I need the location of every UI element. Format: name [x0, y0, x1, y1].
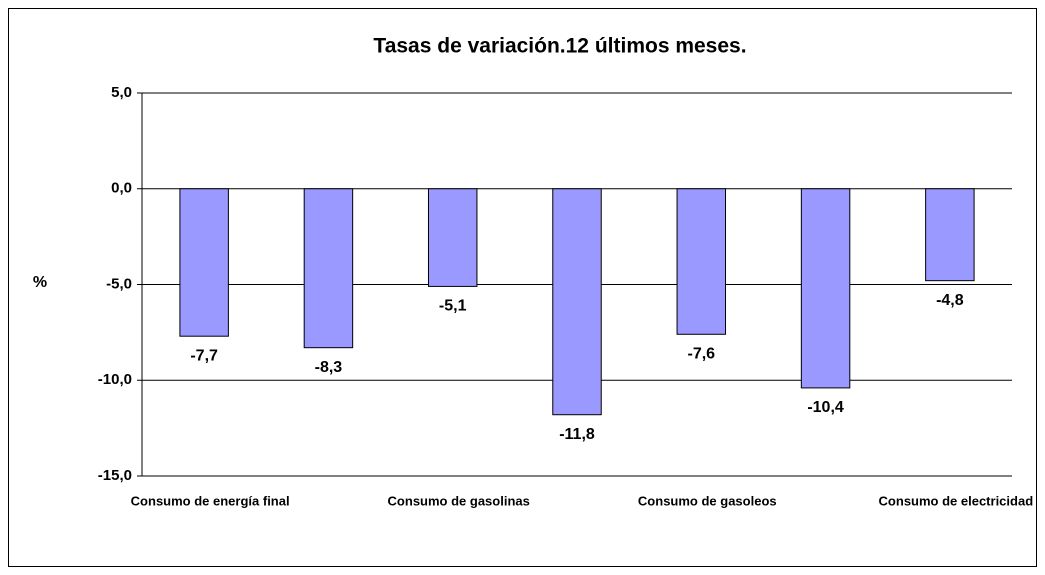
x-tick-label: Consumo de electricidad: [879, 493, 1034, 508]
bar: [179, 188, 229, 337]
y-tick-label: 5,0: [111, 84, 132, 101]
bar: [676, 188, 727, 335]
data-label: -11,8: [559, 426, 595, 443]
data-label: -10,4: [807, 399, 844, 416]
data-label: -7,7: [190, 347, 218, 364]
data-label: -7,6: [687, 346, 715, 363]
y-tick-label: -5,0: [106, 275, 132, 292]
y-axis-label: %: [33, 274, 47, 291]
data-label: -4,8: [936, 292, 964, 309]
data-label: -5,1: [439, 298, 467, 315]
x-tick-label: Consumo de gasoleos: [638, 493, 777, 508]
bar: [552, 188, 602, 416]
chart-border: [8, 8, 1037, 567]
x-tick-label: Consumo de energía final: [131, 493, 290, 508]
data-label: -8,3: [315, 359, 343, 376]
y-tick-label: 0,0: [111, 180, 132, 197]
bar: [303, 188, 354, 349]
y-tick-label: -15,0: [98, 467, 132, 484]
bar: [427, 188, 478, 287]
y-tick-label: -10,0: [98, 371, 132, 388]
bar: [800, 188, 851, 389]
x-tick-label: Consumo de gasolinas: [388, 493, 530, 508]
chart-title: Tasas de variación.12 últimos meses.: [373, 35, 746, 58]
bar: [925, 188, 975, 282]
